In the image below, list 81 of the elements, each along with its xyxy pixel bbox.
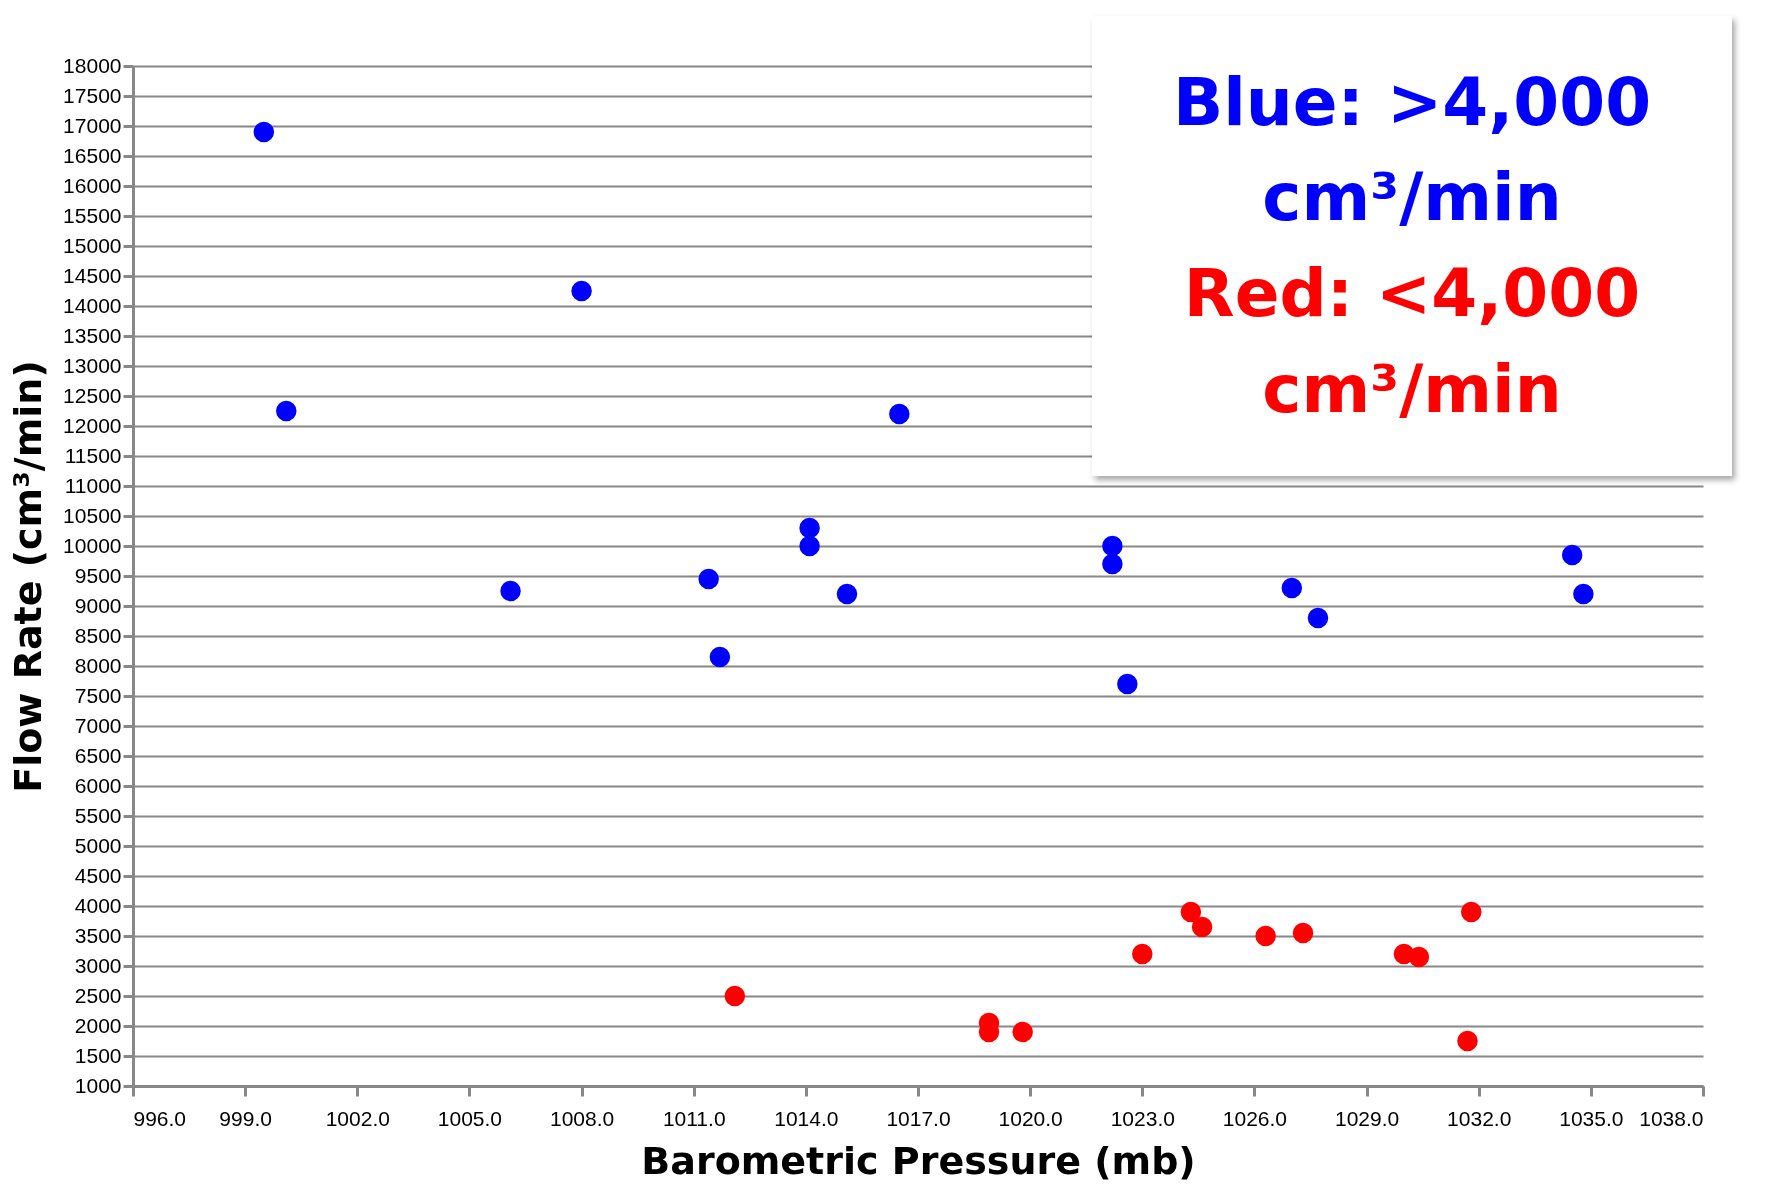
point: [1408, 946, 1430, 968]
point: [1307, 607, 1329, 629]
annotation: Red: <4,000 cm³/min: [1182, 254, 1642, 430]
y-tick-label: 9000: [74, 593, 122, 617]
y-tick-label: 10500: [63, 503, 122, 527]
y-axis-title: Flow Rate (cm³/min): [6, 360, 51, 793]
x-tick-label: 1017.0: [886, 1106, 951, 1130]
y-tick-label: 3500: [74, 923, 122, 947]
y-tick-label: 8000: [74, 653, 122, 677]
x-tick-label: 1002.0: [325, 1106, 390, 1130]
y-tick-label: 4500: [74, 863, 122, 887]
y-tick-label: 18000: [63, 53, 122, 77]
x-tick-label: 1023.0: [1110, 1106, 1175, 1130]
y-tick-label: 16500: [63, 143, 122, 167]
y-tick-label: 1500: [74, 1043, 122, 1067]
point: [253, 121, 275, 143]
point: [276, 400, 297, 422]
point: [1561, 544, 1583, 566]
point: [571, 280, 592, 302]
x-tick-label: 1014.0: [774, 1106, 839, 1130]
y-tick-label: 16000: [63, 173, 122, 197]
y-tick-label: 17000: [63, 113, 122, 137]
y-tick-label: 11500: [64, 443, 122, 467]
x-tick-label: 1038.0: [1639, 1106, 1704, 1130]
y-tick-label: 12000: [63, 413, 122, 437]
y-tick-label: 2000: [74, 1013, 122, 1037]
point: [1132, 943, 1153, 965]
y-tick-label: 2500: [74, 983, 122, 1007]
point: [500, 580, 521, 602]
point: [1180, 901, 1202, 923]
point: [799, 517, 820, 539]
y-tick-label: 3000: [74, 953, 122, 977]
point: [1573, 583, 1594, 605]
point: [709, 646, 731, 668]
x-tick-label: 1008.0: [549, 1106, 615, 1130]
y-tick-label: 5500: [74, 803, 122, 827]
y-tick-label: 9500: [74, 563, 122, 587]
x-tick-label: 1029.0: [1334, 1106, 1400, 1130]
point: [1281, 577, 1303, 599]
point: [1012, 1021, 1033, 1043]
x-tick-label: 999.0: [219, 1106, 272, 1130]
y-tick-label: 17500: [63, 83, 122, 107]
y-tick-label: 4000: [74, 893, 122, 917]
x-tick-label: 1005.0: [437, 1106, 503, 1130]
y-tick-label: 5000: [74, 833, 122, 857]
annotation: Blue: >4,000 cm³/min: [1172, 62, 1652, 239]
point: [1457, 1030, 1478, 1052]
y-tick-label: 15000: [63, 233, 122, 257]
point: [799, 535, 820, 557]
y-tick-label: 13500: [63, 323, 122, 347]
y-tick-label: 13000: [63, 353, 122, 377]
point: [1292, 922, 1314, 944]
y-tick-label: 7500: [74, 683, 122, 707]
point: [1102, 535, 1123, 557]
x-tick-label: 1035.0: [1559, 1106, 1624, 1130]
x-tick-label: 1032.0: [1447, 1106, 1512, 1130]
y-tick-label: 15500: [63, 203, 122, 227]
y-tick-label: 10000: [63, 533, 122, 557]
y-tick-label: 12500: [63, 383, 122, 407]
y-tick-label: 6000: [74, 773, 122, 797]
point: [889, 403, 910, 425]
x-tick-label: 1020.0: [998, 1106, 1063, 1130]
x-tick-label: 1026.0: [1222, 1106, 1288, 1130]
y-tick-label: 1000: [74, 1073, 122, 1097]
point: [1255, 925, 1276, 947]
y-tick-label: 14500: [63, 263, 122, 287]
y-tick-label: 7000: [74, 713, 122, 737]
point: [836, 583, 858, 605]
y-tick-label: 8500: [74, 623, 122, 647]
x-tick-label: 1011.0: [662, 1106, 726, 1130]
point: [1102, 553, 1123, 575]
x-axis-title: Barometric Pressure (mb): [641, 1138, 1196, 1183]
point: [1191, 916, 1213, 938]
y-tick-label: 6500: [74, 743, 122, 767]
point: [1117, 673, 1138, 695]
x-tick-label: 996.0: [133, 1106, 187, 1130]
y-tick-label: 11000: [64, 473, 122, 497]
point: [724, 985, 746, 1007]
point: [1460, 901, 1482, 923]
point: [698, 568, 719, 590]
y-tick-label: 14000: [63, 293, 122, 317]
